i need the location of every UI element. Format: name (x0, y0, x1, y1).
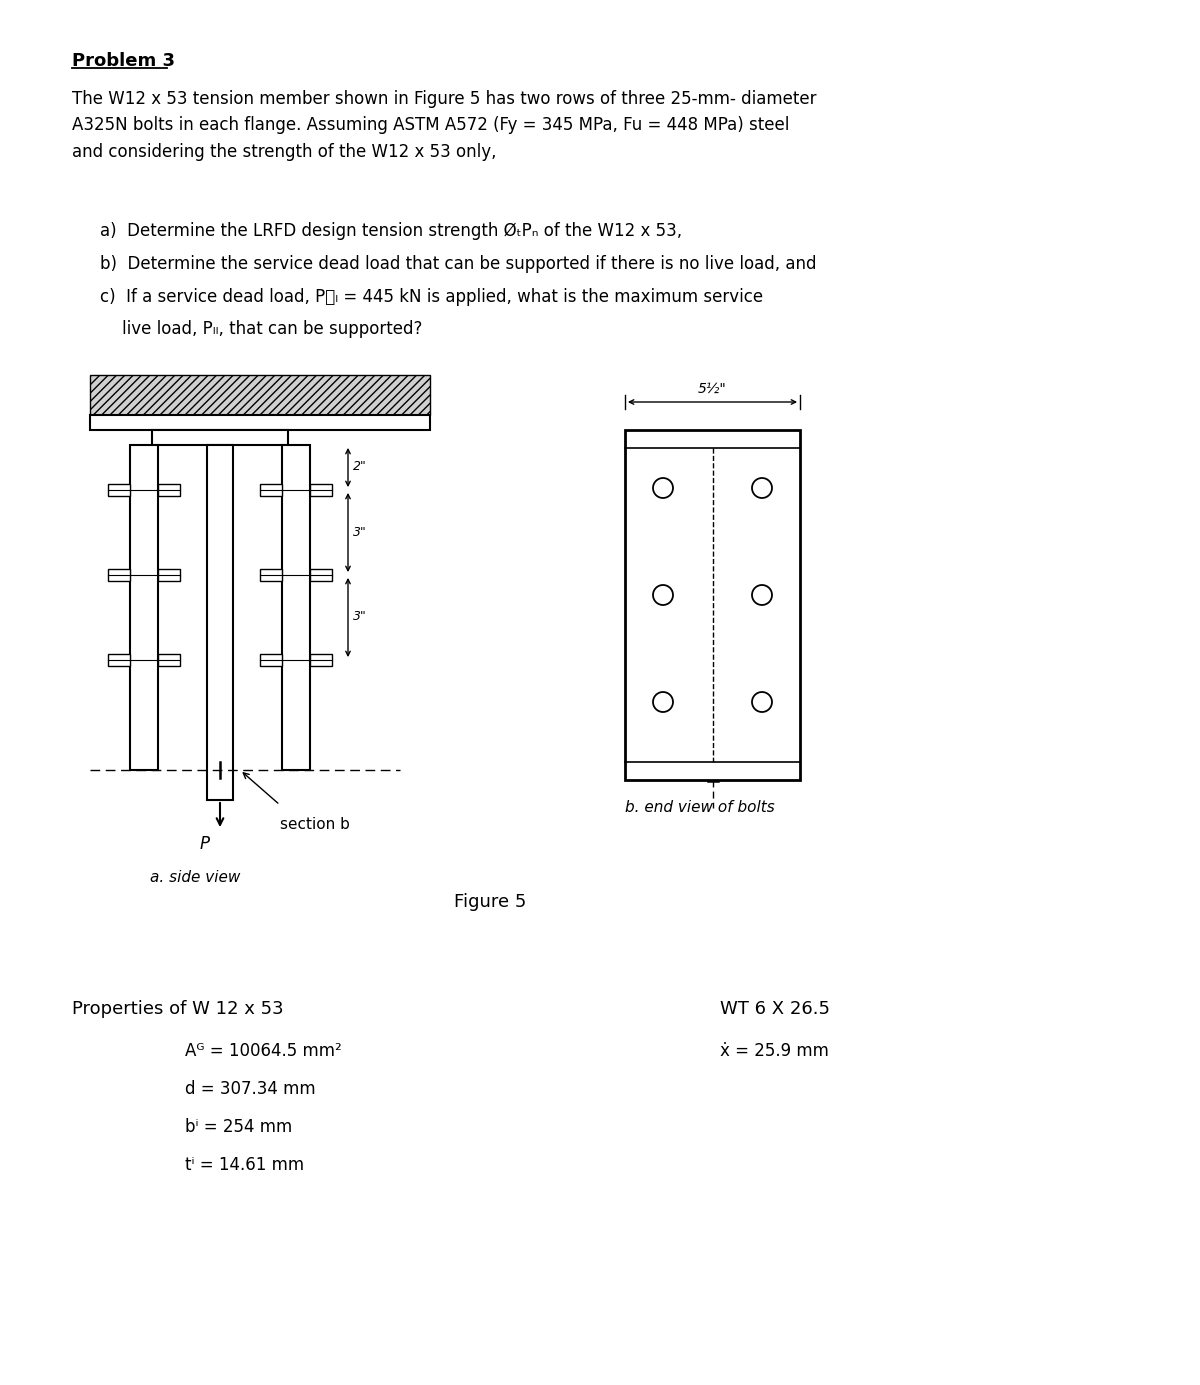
Text: Properties of W 12 x 53: Properties of W 12 x 53 (72, 1000, 283, 1018)
Polygon shape (260, 483, 282, 496)
Text: 2": 2" (353, 460, 367, 474)
Polygon shape (108, 483, 130, 496)
Text: 3": 3" (353, 611, 367, 623)
Text: Figure 5: Figure 5 (454, 893, 526, 911)
Text: live load, Pₗₗ, that can be supported?: live load, Pₗₗ, that can be supported? (122, 320, 422, 338)
Polygon shape (310, 569, 332, 580)
Text: Problem 3: Problem 3 (72, 53, 175, 71)
Text: b)  Determine the service dead load that can be supported if there is no live lo: b) Determine the service dead load that … (100, 255, 816, 273)
Polygon shape (260, 569, 282, 580)
Text: a)  Determine the LRFD design tension strength ØₜPₙ of the W12 x 53,: a) Determine the LRFD design tension str… (100, 222, 682, 240)
Text: bⁱ = 254 mm: bⁱ = 254 mm (185, 1118, 293, 1136)
Text: Aᴳ = 10064.5 mm²: Aᴳ = 10064.5 mm² (185, 1042, 342, 1060)
Text: ẋ = 25.9 mm: ẋ = 25.9 mm (720, 1042, 829, 1060)
Text: b. end view of bolts: b. end view of bolts (625, 801, 775, 814)
Polygon shape (130, 445, 158, 770)
Polygon shape (310, 654, 332, 666)
Text: P: P (200, 835, 210, 853)
Text: WT 6 X 26.5: WT 6 X 26.5 (720, 1000, 830, 1018)
Text: tⁱ = 14.61 mm: tⁱ = 14.61 mm (185, 1156, 304, 1174)
Text: section b: section b (280, 817, 350, 832)
Polygon shape (625, 429, 800, 780)
Polygon shape (90, 416, 430, 429)
Text: The W12 x 53 tension member shown in Figure 5 has two rows of three 25-mm- diame: The W12 x 53 tension member shown in Fig… (72, 90, 816, 161)
Polygon shape (108, 569, 130, 580)
Polygon shape (158, 483, 180, 496)
Polygon shape (90, 375, 430, 416)
Text: 3": 3" (353, 525, 367, 539)
Text: a. side view: a. side view (150, 870, 240, 885)
Text: d = 307.34 mm: d = 307.34 mm (185, 1080, 316, 1098)
Polygon shape (158, 654, 180, 666)
Polygon shape (282, 445, 310, 770)
Text: 5½": 5½" (698, 382, 727, 396)
Polygon shape (152, 429, 288, 445)
Text: c)  If a service dead load, P₟ₗ = 445 kN is applied, what is the maximum service: c) If a service dead load, P₟ₗ = 445 kN … (100, 288, 763, 306)
Polygon shape (208, 445, 233, 801)
Polygon shape (260, 654, 282, 666)
Polygon shape (310, 483, 332, 496)
Polygon shape (108, 654, 130, 666)
Polygon shape (158, 569, 180, 580)
